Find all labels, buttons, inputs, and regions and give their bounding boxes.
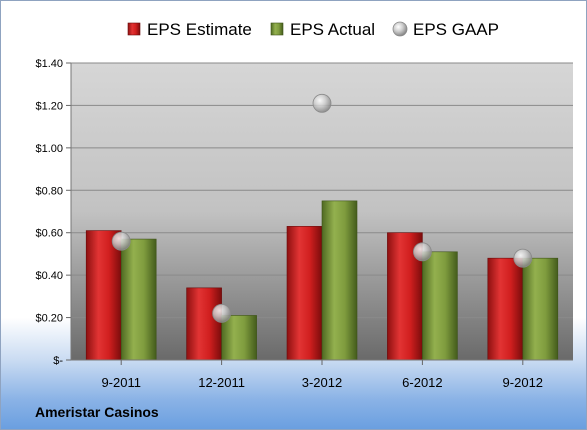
- legend-label-gaap: EPS GAAP: [413, 20, 499, 39]
- x-tick-label: 6-2012: [402, 375, 442, 390]
- bars: [85, 200, 559, 361]
- legend-swatch-estimate: [127, 22, 141, 36]
- x-tick-label: 12-2011: [198, 375, 245, 390]
- y-tick-label: $0.60: [35, 228, 63, 240]
- x-tick-label: 9-2011: [101, 375, 141, 390]
- legend-swatch-actual: [270, 22, 284, 36]
- company-name: Ameristar Casinos: [35, 404, 159, 420]
- legend-swatch-gaap: [392, 21, 408, 37]
- bar-eps-actual: [321, 200, 358, 361]
- y-tick-label: $1.20: [35, 100, 63, 112]
- marker-eps-gaap: [212, 303, 232, 323]
- marker-eps-gaap: [513, 248, 533, 268]
- legend-label-actual: EPS Actual: [290, 20, 375, 39]
- bar-eps-actual: [422, 251, 458, 361]
- bar-eps-actual: [120, 238, 157, 361]
- bar-eps-estimate: [85, 230, 122, 361]
- axes: $- $0.20 $0.40 $0.60 $0.80 $1.00 $1.20 $1.40 9-2…: [35, 58, 573, 390]
- y-tick-label: $1.00: [35, 143, 63, 155]
- y-tick-label: $-: [53, 355, 63, 367]
- bar-eps-estimate: [186, 287, 222, 361]
- gaap-markers: [111, 93, 533, 323]
- bar-eps-estimate: [286, 226, 323, 361]
- y-tick-label: $0.40: [35, 270, 63, 282]
- y-tick-label: $1.40: [35, 58, 63, 70]
- x-tick-label: 9-2012: [503, 375, 543, 390]
- marker-eps-gaap: [412, 242, 432, 262]
- legend: EPS Estimate EPS Actual EPS GAAP: [127, 20, 499, 39]
- bar-eps-actual: [221, 315, 257, 361]
- y-tick-label: $0.80: [35, 185, 63, 197]
- bar-eps-estimate: [487, 257, 524, 361]
- y-tick-label: $0.20: [35, 313, 63, 325]
- marker-eps-gaap: [111, 231, 131, 251]
- bar-eps-actual: [522, 257, 559, 361]
- marker-eps-gaap: [312, 93, 332, 113]
- legend-label-estimate: EPS Estimate: [147, 20, 252, 39]
- x-tick-label: 3-2012: [302, 375, 342, 390]
